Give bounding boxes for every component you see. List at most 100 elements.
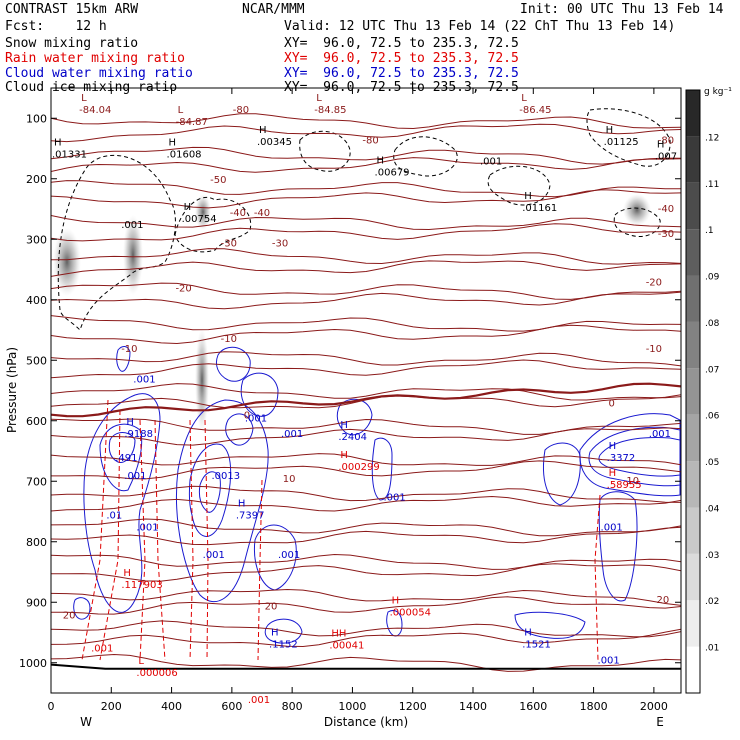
isotherm-label: -20 [175,284,191,295]
extremum-letter: H [524,627,532,638]
isotherm [51,324,681,345]
cloud-water-contour [215,346,251,382]
extremum-letter: H [392,595,400,606]
colorbar-swatch [686,553,700,601]
cloud-water-contour [225,413,254,446]
isotherm-label: -10 [221,334,237,345]
isotherm [51,282,681,300]
colorbar-swatch [686,368,700,415]
extremum-value: .01608 [167,149,202,160]
rain-water-contours [81,399,601,661]
extremum-letter: H [123,568,131,579]
field-label-snow: Snow mixing ratio [5,36,139,51]
extremum-value: .000054 [390,607,431,618]
snow-shading [195,328,209,432]
cloud-ice-contours [57,108,671,331]
field-label-cloud-water: Cloud water mixing ratio [5,66,193,81]
contour-value-label: .001 [91,644,113,655]
x-tick-label: 800 [282,700,303,713]
contour-value-label: .001 [245,414,267,425]
extremum-value: .000006 [136,668,177,679]
x-tick-label: 1600 [519,700,547,713]
y-tick-label: 700 [26,475,47,488]
chart-title-left: CONTRAST 15km ARW [5,2,139,17]
isotherm [51,189,681,209]
contour-value-label: .001 [121,220,143,231]
cloud-ice-contour [393,136,458,177]
contour-value-label: .001 [281,429,303,440]
isotherm-label: 0 [608,399,614,410]
isotherm [51,418,681,435]
field-xy-snow: XY= 96.0, 72.5 to 235.3, 72.5 [284,36,519,51]
isotherm-label: 20 [265,601,278,612]
colorbar-tick-label: .01 [705,644,719,654]
extremum-letter: H [259,125,267,136]
isotherm-label: -10 [646,344,662,355]
init-time: Init: 00 UTC Thu 13 Feb 14 [520,2,724,17]
extremum-value: .007 [655,152,677,163]
extremum-value: .7397 [236,510,265,521]
isotherm [51,495,681,512]
isotherm [51,653,681,672]
field-xy-rain: XY= 96.0, 72.5 to 235.3, 72.5 [284,51,519,66]
isotherm-label: -80 [233,105,249,116]
extremum-value: -84.04 [79,105,111,116]
isotherm [51,620,681,638]
colorbar-tick-label: .09 [705,273,720,283]
rain-water-contour [204,419,209,661]
isotherm [51,123,681,143]
contour-value-label: .01 [106,511,122,522]
isotherm [51,146,681,165]
contour-value-label: .491 [115,453,137,464]
extremum-value: .00754 [182,214,217,225]
colorbar-swatch [686,507,700,554]
colorbar-tick-label: .1 [705,226,714,236]
isotherm [51,291,681,310]
cloud-ice-contour [586,108,671,167]
isotherm [51,351,681,367]
extremum-value: .1521 [522,639,551,650]
x-tick-label: 1200 [399,700,427,713]
extremum-letter: H [606,125,614,136]
rain-water-contour [99,409,121,661]
cloud-ice-contour [57,154,176,331]
snow-shading [623,194,651,226]
chart-title-center: NCAR/MMM [242,2,305,17]
extremum-letter: H [271,627,279,638]
isotherm [51,460,681,480]
extremum-letter: L [521,93,527,104]
contour-value-label: .0013 [212,471,241,482]
cloud-water-contour [253,524,297,591]
isotherm-label: -20 [646,278,662,289]
cloud-water-contour [73,597,91,620]
extremum-letter: H [238,498,246,509]
y-tick-label: 900 [26,596,47,609]
isotherm [51,526,681,546]
isotherm [51,215,681,231]
extremum-value: .117903 [121,580,162,591]
cloud-water-contour [264,618,303,644]
snow-shading [195,194,211,230]
isotherm [51,563,681,582]
isotherm-label: -30 [272,238,288,249]
plot-frame [50,87,682,694]
extremum-value: .9188 [124,429,153,440]
temperature-isotherms [51,113,681,672]
colorbar-swatch [686,136,700,183]
y-tick-label: 400 [26,294,47,307]
isotherm [51,596,681,615]
colorbar-tick-label: .05 [705,458,719,468]
x-tick-label: 200 [101,700,122,713]
extremum-letter: H [657,140,665,151]
cloud-water-contour [371,437,393,501]
contour-value-label: .001 [598,656,620,667]
contour-labels: -80 -80 -80 -50 -40 -40 -40 -30 -30 -30 -20 -20 -10 -… [52,93,677,706]
colorbar-tick-label: .11 [705,180,719,190]
cloud-ice-contour [299,130,351,172]
isotherm [51,315,681,332]
extremum-value: .1152 [269,639,298,650]
contour-value-label: .001 [601,523,623,534]
colorbar-tick-label: .07 [705,365,719,375]
colorbar-swatch [686,461,700,508]
